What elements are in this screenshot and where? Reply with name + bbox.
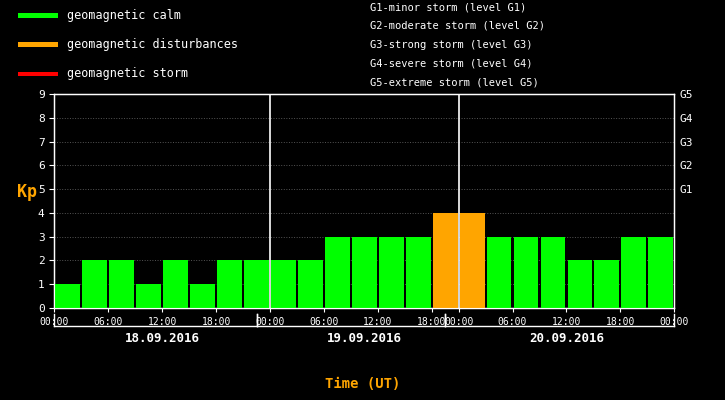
Bar (621, 237, 646, 308)
Text: 19.09.2016: 19.09.2016 (327, 332, 402, 344)
Text: geomagnetic calm: geomagnetic calm (67, 9, 181, 22)
Bar (379, 237, 404, 308)
Bar (190, 284, 215, 308)
Bar (271, 260, 296, 308)
Bar (325, 237, 349, 308)
Bar (513, 237, 539, 308)
Text: G4-severe storm (level G4): G4-severe storm (level G4) (370, 59, 532, 69)
Text: G5-extreme storm (level G5): G5-extreme storm (level G5) (370, 78, 539, 88)
Text: 18.09.2016: 18.09.2016 (125, 332, 199, 344)
Bar (218, 260, 242, 308)
Bar (18, 42, 58, 47)
Bar (298, 260, 323, 308)
Bar (648, 237, 674, 308)
Bar (18, 14, 58, 18)
Text: geomagnetic disturbances: geomagnetic disturbances (67, 38, 238, 51)
Text: geomagnetic storm: geomagnetic storm (67, 68, 188, 80)
Text: G1-minor storm (level G1): G1-minor storm (level G1) (370, 2, 526, 12)
Bar (406, 237, 431, 308)
Bar (136, 284, 161, 308)
Bar (352, 237, 377, 308)
Bar (18, 72, 58, 76)
Bar (109, 260, 134, 308)
Bar (433, 213, 457, 308)
Bar (83, 260, 107, 308)
Bar (55, 284, 80, 308)
Text: 20.09.2016: 20.09.2016 (529, 332, 604, 344)
Bar (594, 260, 619, 308)
Bar (541, 237, 566, 308)
Bar (244, 260, 269, 308)
Text: Time (UT): Time (UT) (325, 377, 400, 391)
Bar (163, 260, 188, 308)
Bar (460, 213, 484, 308)
Text: G2-moderate storm (level G2): G2-moderate storm (level G2) (370, 21, 544, 31)
Bar (568, 260, 592, 308)
Y-axis label: Kp: Kp (17, 183, 37, 201)
Bar (486, 237, 511, 308)
Text: G3-strong storm (level G3): G3-strong storm (level G3) (370, 40, 532, 50)
